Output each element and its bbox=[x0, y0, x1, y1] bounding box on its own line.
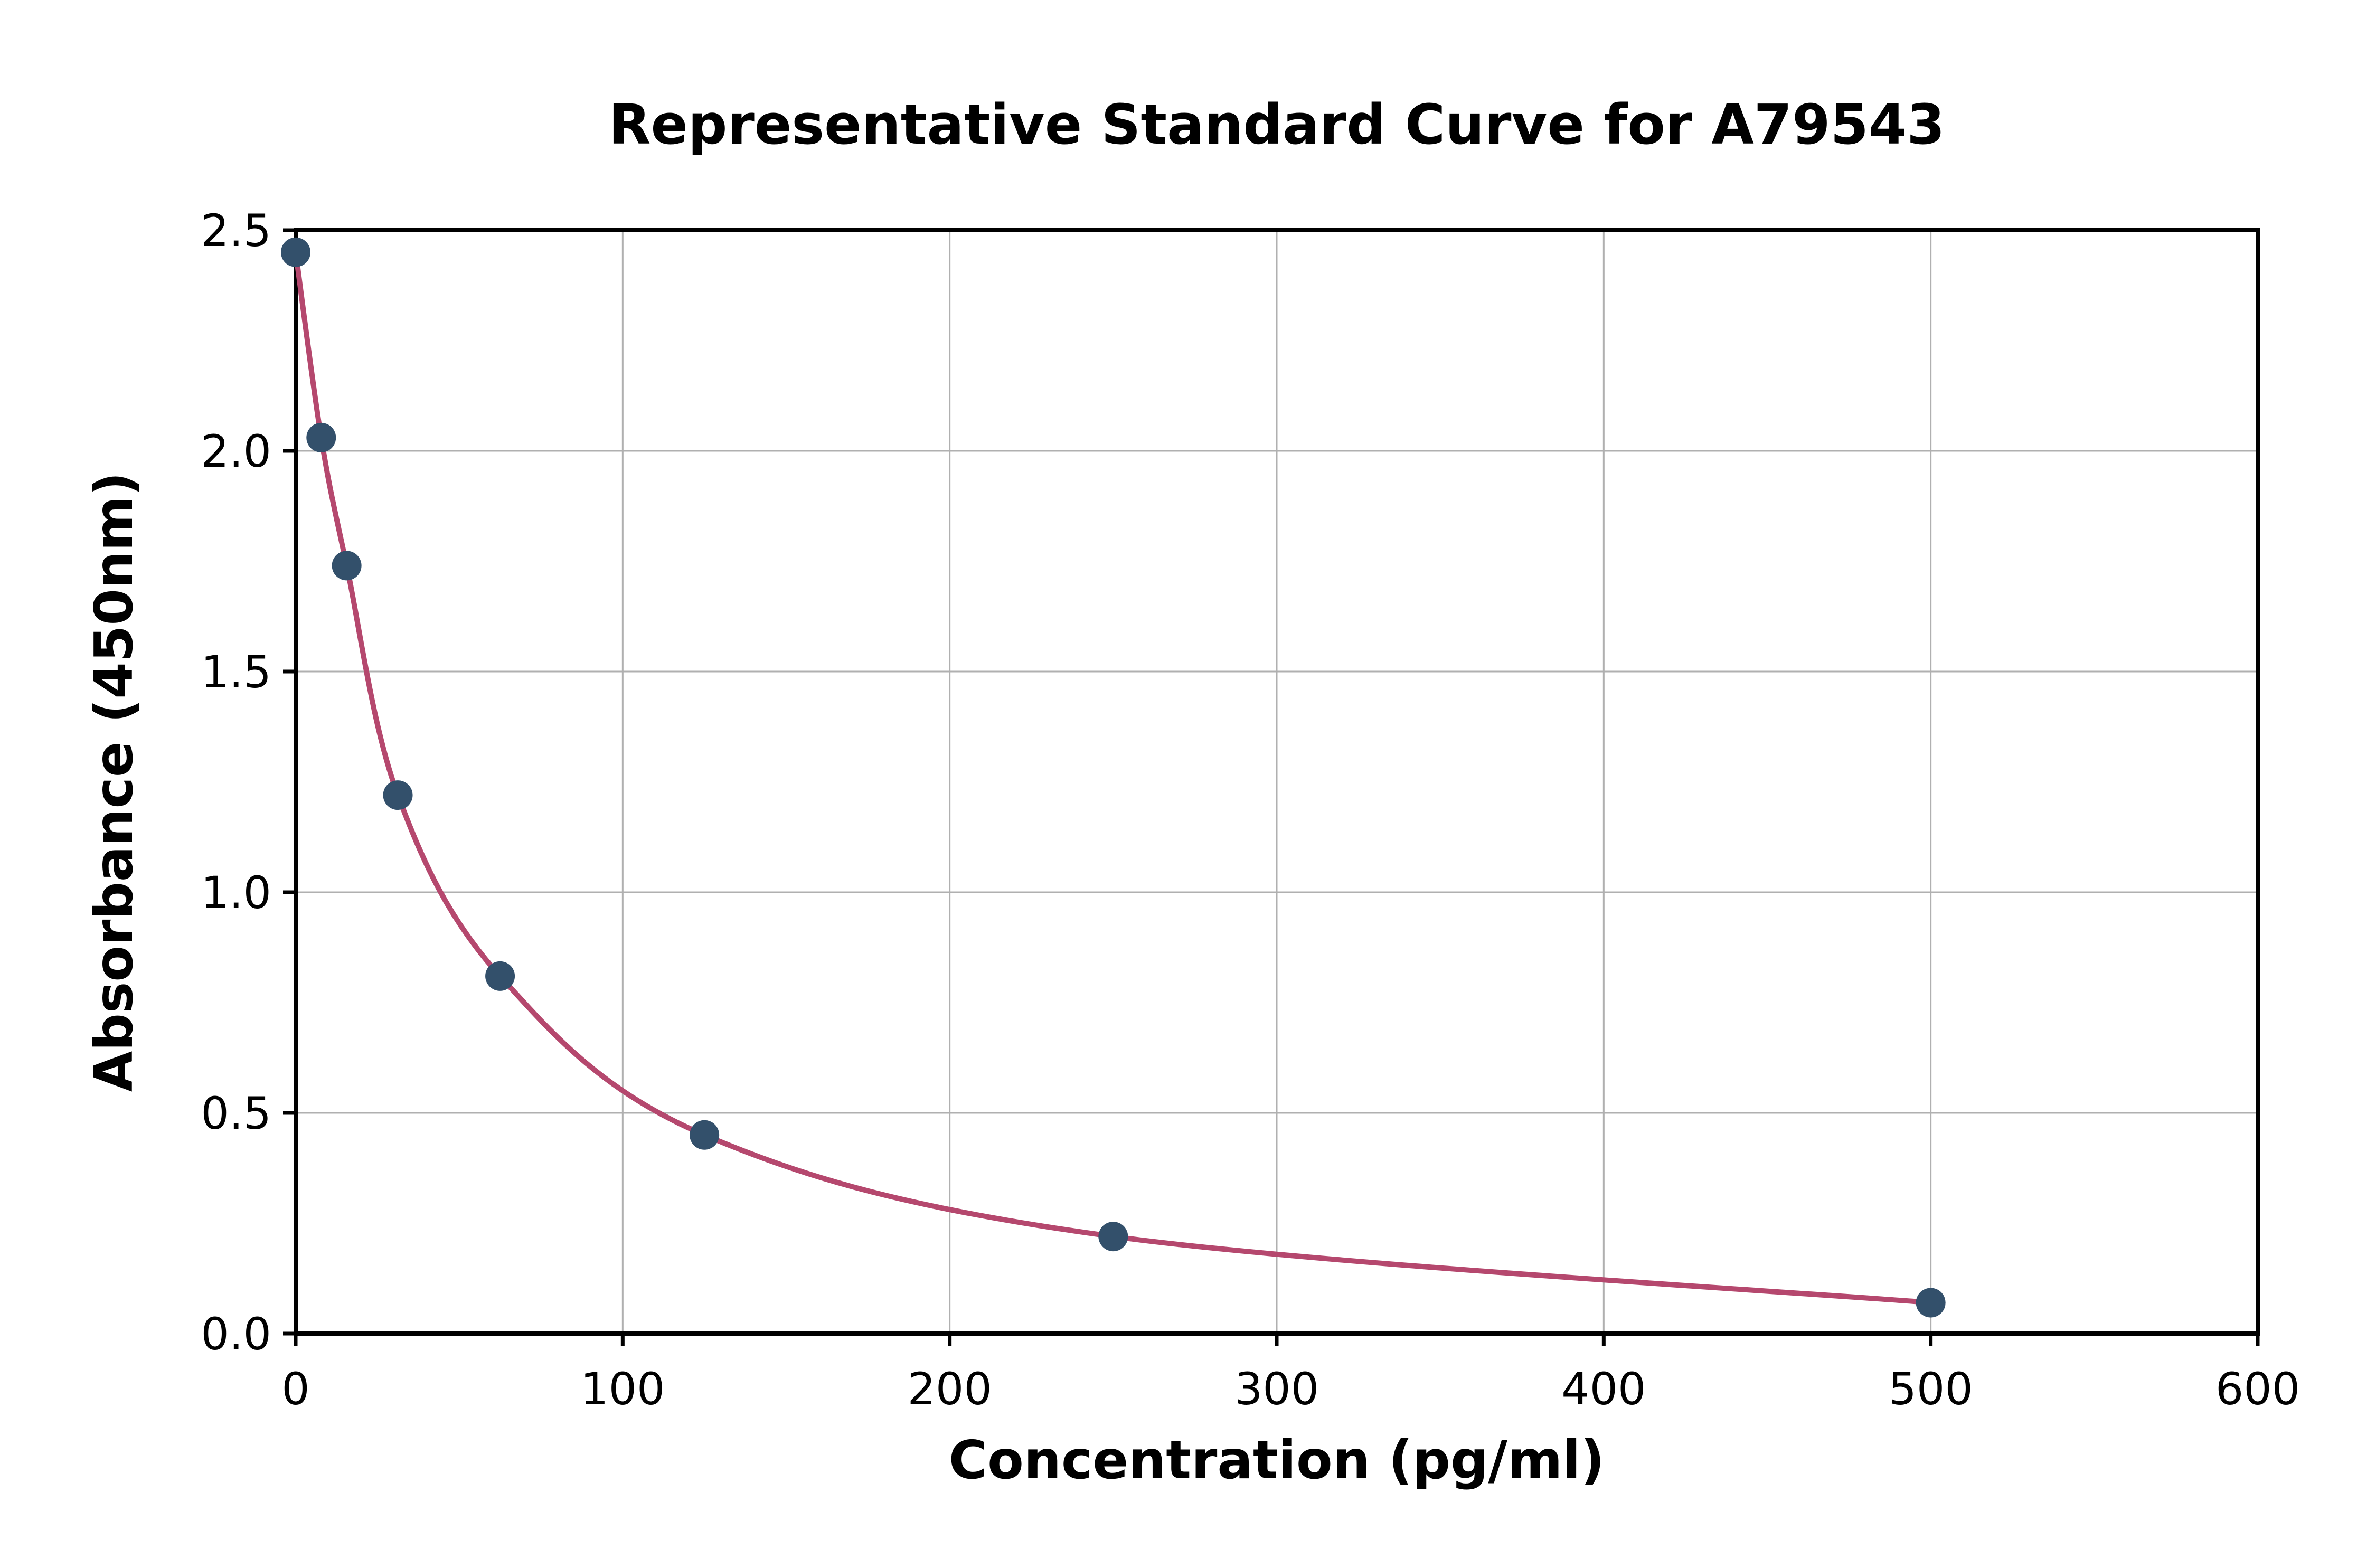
data-point bbox=[690, 1120, 720, 1150]
x-tick-label: 200 bbox=[907, 1363, 992, 1415]
y-tick-label: 2.5 bbox=[201, 205, 271, 257]
axis-ticks: 0 100 200 300 400 500 600 0.0 0.5 1.0 1.5 2.0 2.5 bbox=[201, 205, 2300, 1415]
x-tick-label: 600 bbox=[2215, 1363, 2300, 1415]
x-tick-label: 0 bbox=[281, 1363, 309, 1415]
y-tick-label: 1.0 bbox=[201, 867, 271, 919]
data-point bbox=[306, 422, 336, 452]
data-points bbox=[281, 237, 1946, 1318]
data-point bbox=[1098, 1222, 1128, 1252]
chart-title: Representative Standard Curve for A79543 bbox=[608, 92, 1945, 157]
x-tick-label: 100 bbox=[580, 1363, 665, 1415]
data-point bbox=[383, 780, 413, 810]
y-tick-label: 0.5 bbox=[201, 1088, 271, 1139]
data-point bbox=[485, 961, 515, 991]
x-tick-label: 300 bbox=[1234, 1363, 1319, 1415]
data-point bbox=[281, 237, 310, 267]
y-tick-label: 2.0 bbox=[201, 426, 271, 477]
fit-curve bbox=[293, 249, 1934, 1306]
x-tick-label: 400 bbox=[1561, 1363, 1646, 1415]
y-axis-label: Absorbance (450nm) bbox=[83, 472, 145, 1092]
x-axis-label: Concentration (pg/ml) bbox=[949, 1429, 1605, 1491]
y-tick-label: 1.5 bbox=[201, 646, 271, 698]
data-point bbox=[332, 551, 362, 581]
x-tick-label: 500 bbox=[1888, 1363, 1973, 1415]
plot-border bbox=[294, 228, 2260, 1336]
grid bbox=[295, 229, 2259, 1335]
y-tick-label: 0.0 bbox=[201, 1308, 271, 1360]
data-point bbox=[1916, 1288, 1946, 1318]
